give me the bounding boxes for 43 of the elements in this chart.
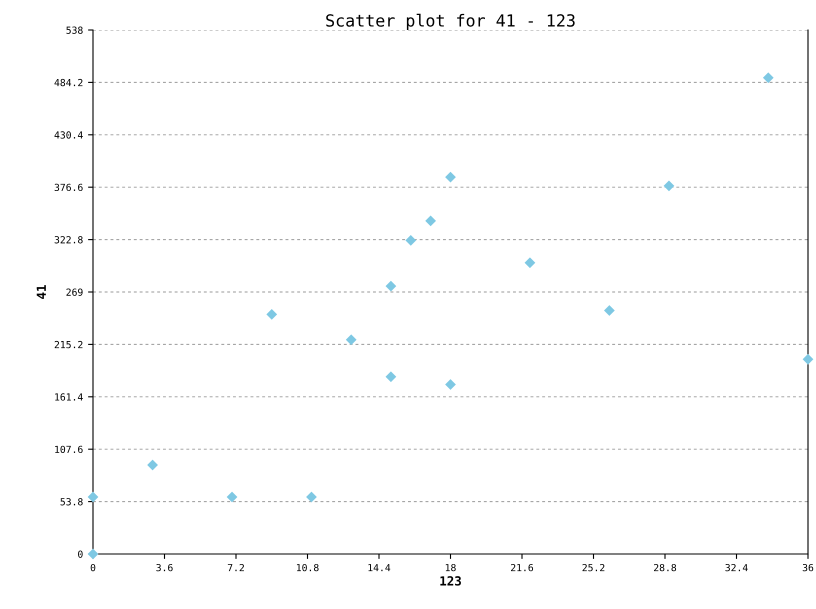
point (147, 460, 158, 470)
y-tick-label: 484.2 (54, 78, 82, 86)
y-tick-label: 215.2 (54, 340, 82, 348)
point (425, 216, 436, 226)
y-tick-label: 322.8 (54, 236, 83, 244)
x-tick-label: 25.2 (582, 564, 604, 572)
x-tick-label: 36 (802, 564, 814, 572)
point (445, 379, 456, 390)
y-tick-label: 430.4 (54, 131, 83, 139)
y-tick-label: 107.6 (55, 446, 83, 454)
point (405, 235, 416, 246)
x-tick-label: 10.8 (296, 564, 319, 572)
point (88, 492, 98, 502)
y-tick-label: 53.8 (60, 498, 83, 506)
point (386, 280, 396, 292)
point (386, 371, 396, 382)
y-tick-label: 269 (66, 288, 83, 296)
x-tick-label: 21.6 (511, 564, 534, 572)
y-axis-title: 41 (36, 285, 46, 299)
x-axis-title: 123 (440, 576, 461, 586)
point (524, 257, 536, 268)
x-tick-label: 18 (446, 564, 456, 572)
point (266, 309, 278, 320)
point (802, 354, 814, 365)
point (346, 334, 357, 346)
point (762, 72, 774, 84)
y-tick-label: 376.6 (54, 184, 83, 192)
x-tick-label: 3.6 (156, 564, 173, 572)
point (445, 172, 456, 182)
y-tick-label: 0 (78, 550, 83, 558)
point (88, 548, 98, 560)
x-tick-label: 28.8 (654, 564, 676, 572)
y-tick-label: 538 (66, 26, 83, 34)
x-tick-label: 0 (90, 564, 96, 572)
x-tick-label: 14.4 (368, 564, 390, 572)
point (664, 180, 674, 192)
point (604, 305, 615, 316)
point (226, 492, 238, 502)
y-tick-label: 161.4 (55, 393, 83, 401)
chart-title: Scatter plot for 41 - 123 (326, 14, 575, 30)
x-tick-label: 32.4 (725, 564, 748, 572)
point (306, 492, 317, 502)
x-tick-label: 7.2 (228, 564, 244, 572)
